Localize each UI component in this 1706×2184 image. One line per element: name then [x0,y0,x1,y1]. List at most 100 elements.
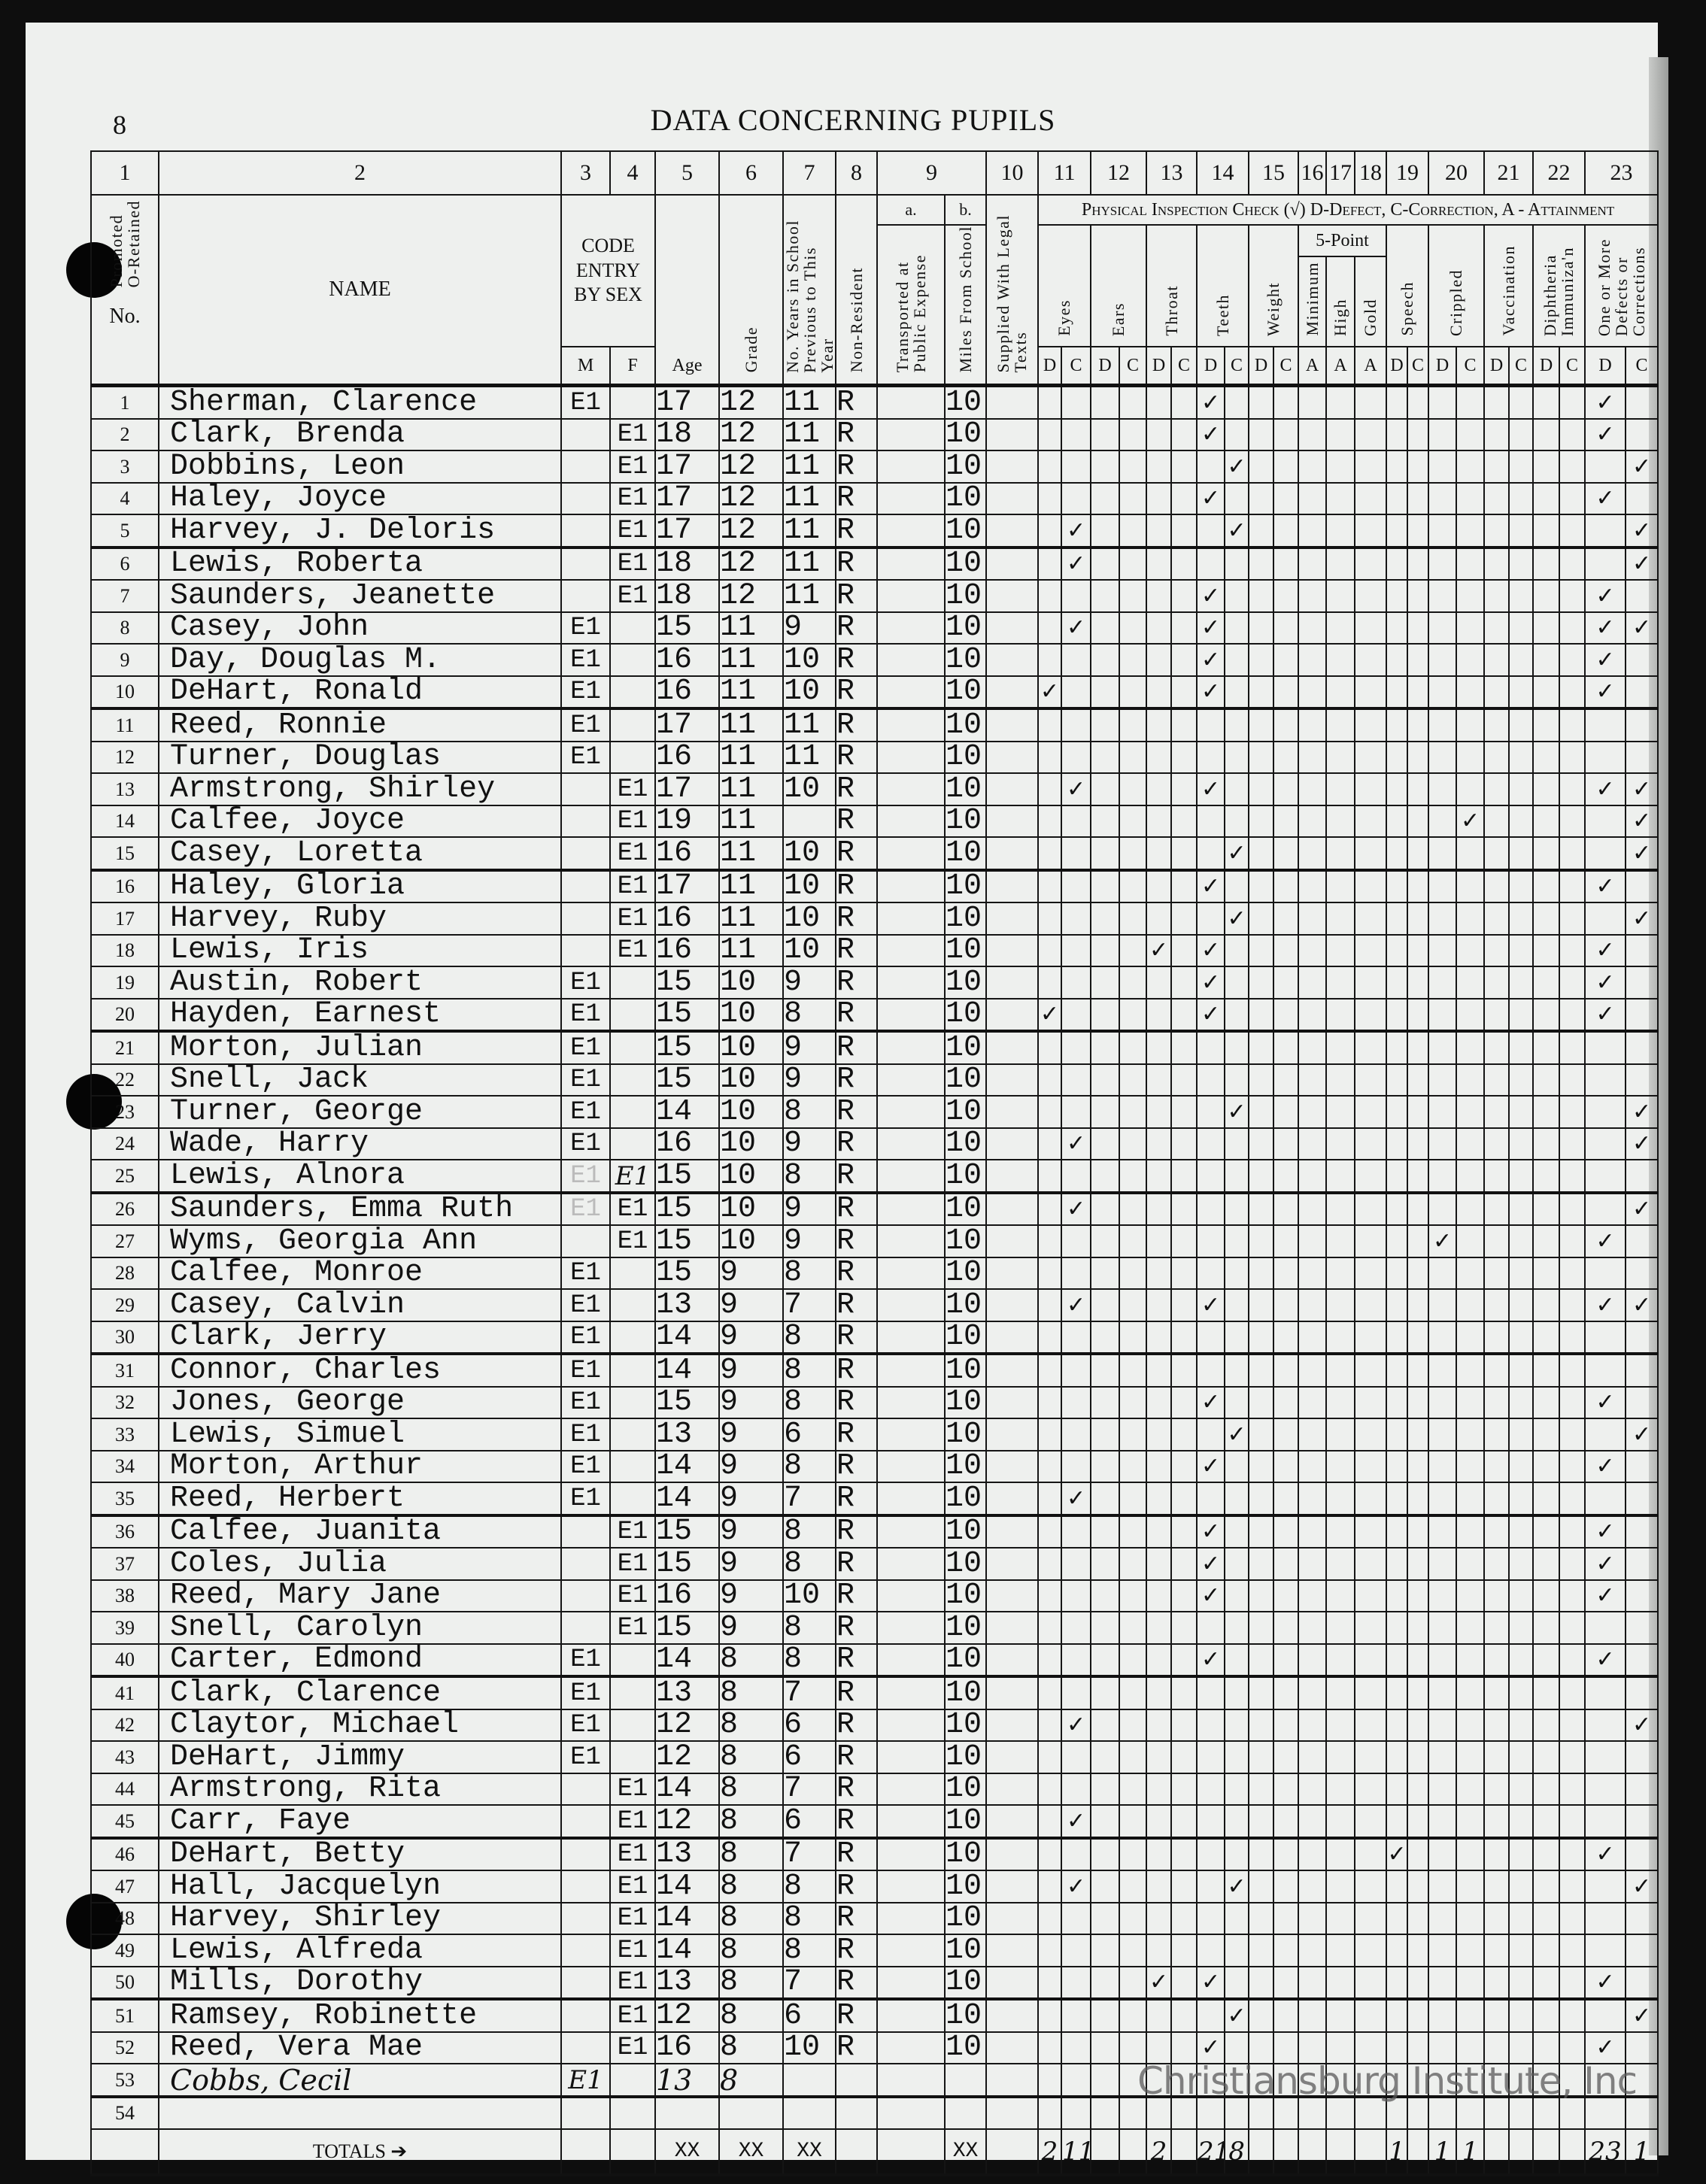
check-diph-d [1532,836,1561,872]
code-male [560,546,611,581]
check-eyes-c [1060,1095,1092,1129]
check-diph-c [1559,1740,1586,1774]
check-weight-c [1273,1127,1300,1161]
check-speech-c [1407,804,1430,839]
check-vacc-d [1483,1676,1510,1710]
non-resident: R [835,1191,878,1227]
check-crippled-d [1428,836,1458,872]
row-number: 1 [90,384,159,420]
grade: 9 [718,1353,784,1388]
grade: 12 [718,450,784,484]
check-crippled-d [1428,1418,1458,1451]
code-male [560,772,611,806]
check-crippled-c [1456,1449,1486,1484]
check-throat-c [1170,1320,1198,1356]
age: 12 [654,1998,720,2033]
check-ears-c [1119,1288,1148,1322]
check-crippled-d [1428,1063,1458,1097]
check-vacc-c [1508,2095,1534,2131]
check-ears-c [1119,1611,1148,1645]
code-male [560,933,611,968]
column-number-11: 11 [1037,150,1092,196]
legal-texts [985,1579,1039,1613]
check-weight-d [1248,869,1275,904]
total-teeth-d: 21 [1196,2128,1226,2177]
check-teeth-c [1224,1804,1250,1840]
check-vacc-d [1483,772,1510,806]
miles-from-school: 10 [944,1514,987,1549]
check-speech-c [1407,1224,1430,1258]
legal-texts [985,836,1039,872]
total-ears-c [1119,2128,1148,2177]
check-ears-d [1090,966,1121,999]
check-crippled-d [1428,1998,1458,2033]
column-number-8: 8 [835,150,878,196]
check-min-a [1298,384,1328,420]
check-high-a [1325,1385,1356,1420]
check-speech-d [1386,1095,1409,1129]
legal-texts [985,772,1039,806]
check-vacc-d [1483,1159,1510,1194]
check-teeth-c: ✓ [1224,514,1250,549]
transported [876,2031,946,2065]
check-vacc-d [1483,740,1510,775]
check-diph-c [1559,902,1586,936]
transported [876,1063,946,1097]
column-number-9: 9 [876,150,987,196]
age: 19 [654,804,720,839]
check-teeth-c [1224,1934,1250,1967]
check-ears-c [1119,1127,1148,1161]
check-speech-d [1386,997,1409,1033]
transported [876,417,946,452]
check-eyes-d [1037,1804,1062,1840]
age: 18 [654,546,720,581]
check-crippled-d [1428,384,1458,420]
legal-texts [985,1159,1039,1194]
table-row: 20 Hayden, Earnest E1 15 10 8 R 10 ✓ ✓ ✓ [90,997,1659,1033]
legal-texts [985,1708,1039,1743]
check-gold-a [1354,1418,1388,1451]
years-in-school: 7 [782,1676,836,1710]
transported [876,1870,946,1903]
check-weight-d [1248,481,1275,516]
check-high-a [1325,2095,1356,2131]
check-eyes-d [1037,1547,1062,1581]
check-eyes-c [1060,1772,1092,1806]
check-eyes-d [1037,579,1062,613]
check-teeth-c [1224,675,1250,711]
check-crippled-d [1428,902,1458,936]
legal-texts [985,1320,1039,1356]
check-high-a [1325,1191,1356,1227]
check-teeth-d [1196,1708,1226,1743]
table-row: 8 Casey, John E1 15 11 9 R 10 ✓ ✓ ✓ ✓ [90,611,1659,645]
check-min-a [1298,417,1328,452]
check-throat-c [1170,1514,1198,1549]
transported [876,1804,946,1840]
code-female [609,384,656,420]
check-diph-d [1532,1449,1561,1484]
pupil-name: Harvey, Shirley [158,1901,562,1936]
grade: 9 [718,1611,784,1645]
check-throat-d [1146,1127,1173,1161]
check-throat-c [1170,1740,1198,1774]
non-resident: R [835,1643,878,1679]
table-row: 42 Claytor, Michael E1 12 8 6 R 10 ✓ ✓ [90,1708,1659,1743]
check-eyes-c [1060,836,1092,872]
check-diph-c [1559,2095,1586,2131]
header-gold-label: Gold [1361,298,1380,336]
miles-from-school: 10 [944,643,987,677]
check-ears-c [1119,708,1148,742]
check-teeth-d: ✓ [1196,933,1226,968]
table-row: 36 Calfee, Juanita E1 15 9 8 R 10 ✓ ✓ [90,1514,1659,1549]
legal-texts [985,997,1039,1033]
check-teeth-c [1224,933,1250,968]
pupil-name: Sherman, Clarence [158,384,562,420]
code-female: E1 [609,1901,656,1936]
check-eyes-c [1060,869,1092,904]
check-eyes-c [1060,417,1092,452]
check-vacc-d [1483,1804,1510,1840]
miles-from-school: 10 [944,902,987,936]
code-male: E1 [560,1320,611,1356]
check-eyes-d [1037,1256,1062,1291]
header-promoted-no: Promoted O-Retained No. [90,194,159,387]
